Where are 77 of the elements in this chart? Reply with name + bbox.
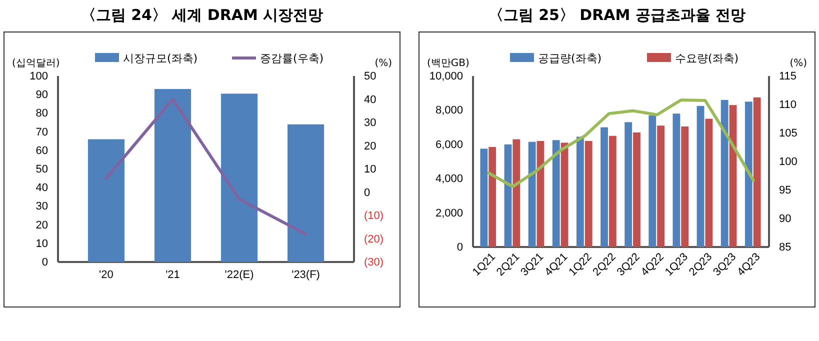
y-tick-label: 100 bbox=[30, 70, 48, 83]
bar bbox=[220, 94, 258, 262]
legend-label: 시장규모(좌축) bbox=[123, 52, 198, 65]
y-tick-label: 30 bbox=[36, 200, 48, 213]
y2-axis-title: (%) bbox=[374, 58, 392, 69]
bar bbox=[600, 127, 608, 247]
bar bbox=[480, 148, 488, 247]
bar bbox=[705, 118, 713, 247]
bar bbox=[536, 140, 544, 247]
chart-title: 〈그림 25〉 DRAM 공급초과율 전망 bbox=[488, 6, 746, 24]
y2-tick-label: 105 bbox=[779, 128, 798, 140]
y2-tick-label: 50 bbox=[364, 70, 376, 83]
bar bbox=[657, 126, 665, 247]
bar bbox=[504, 144, 512, 247]
y-tick-label: 0 bbox=[456, 242, 463, 254]
y2-tick-label: 40 bbox=[364, 94, 376, 106]
y-tick-label: 90 bbox=[36, 89, 48, 102]
y2-tick-label: 95 bbox=[779, 184, 792, 197]
bar bbox=[624, 122, 632, 247]
x-tick-label: '22(E) bbox=[224, 268, 254, 281]
bar bbox=[512, 139, 520, 247]
line-series bbox=[104, 98, 308, 236]
y2-tick-label: 90 bbox=[779, 213, 792, 226]
bar bbox=[560, 142, 568, 247]
bar bbox=[753, 97, 761, 247]
x-tick-label: '21 bbox=[166, 268, 180, 281]
bar bbox=[154, 89, 192, 262]
y2-tick-label: 110 bbox=[779, 99, 797, 112]
bar bbox=[584, 140, 592, 247]
y-tick-label: 80 bbox=[36, 108, 48, 120]
y-tick-label: 8,000 bbox=[435, 104, 463, 117]
x-tick-label: '20 bbox=[99, 268, 114, 281]
legend-label: 공급량(좌축) bbox=[538, 52, 602, 65]
bar bbox=[672, 114, 680, 247]
bar bbox=[528, 142, 536, 247]
y2-tick-label: 0 bbox=[364, 186, 370, 199]
y-tick-label: 70 bbox=[36, 126, 48, 138]
y2-tick-label: 30 bbox=[364, 117, 376, 130]
bar bbox=[552, 140, 560, 247]
y2-axis-title: (%) bbox=[790, 58, 808, 69]
bar bbox=[608, 136, 616, 247]
y-tick-label: 20 bbox=[36, 219, 48, 232]
bar bbox=[729, 105, 737, 247]
bar bbox=[681, 126, 689, 247]
y2-tick-label: (20) bbox=[364, 233, 384, 246]
y-tick-label: 2,000 bbox=[435, 207, 463, 220]
bar bbox=[576, 136, 584, 247]
y-tick-label: 10 bbox=[36, 238, 48, 250]
bar bbox=[720, 100, 728, 247]
y-tick-label: 6,000 bbox=[435, 138, 463, 151]
bar bbox=[488, 146, 496, 247]
bar bbox=[648, 115, 656, 247]
y2-tick-label: (30) bbox=[364, 256, 384, 269]
y2-tick-label: 85 bbox=[779, 242, 792, 254]
y-tick-label: 40 bbox=[36, 182, 48, 194]
y-axis-title: (십억달러) bbox=[12, 58, 60, 69]
legend-label: 수요량(좌축) bbox=[675, 52, 739, 65]
y-tick-label: 50 bbox=[36, 164, 48, 176]
y2-tick-label: 20 bbox=[364, 140, 376, 152]
y2-tick-label: 100 bbox=[779, 156, 798, 168]
y2-tick-label: (10) bbox=[364, 210, 384, 222]
bar bbox=[744, 102, 752, 247]
bar bbox=[287, 124, 324, 262]
y-tick-label: 4,000 bbox=[435, 173, 463, 186]
bar bbox=[88, 139, 125, 262]
chart-title: 〈그림 24〉 세계 DRAM 시장전망 bbox=[80, 6, 324, 24]
y-axis-title: (백만GB) bbox=[427, 58, 470, 69]
bar bbox=[633, 132, 640, 247]
y2-tick-label: 10 bbox=[364, 164, 376, 176]
y-tick-label: 0 bbox=[42, 256, 48, 269]
y-tick-label: 10,000 bbox=[429, 70, 463, 83]
line-series bbox=[487, 98, 755, 188]
legend-label: 증감률(우축) bbox=[260, 52, 324, 65]
y2-tick-label: 115 bbox=[779, 70, 797, 83]
y-tick-label: 60 bbox=[36, 144, 48, 157]
bar bbox=[696, 106, 704, 247]
x-tick-label: '23(F) bbox=[292, 268, 320, 281]
